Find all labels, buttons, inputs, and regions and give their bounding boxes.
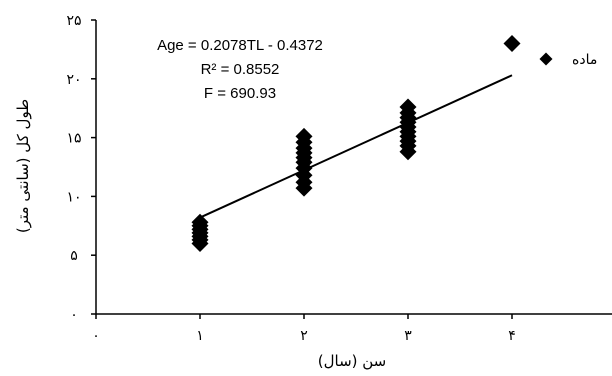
- legend-marker: [539, 52, 553, 66]
- legend: ماده: [572, 52, 597, 68]
- data-point: [295, 127, 313, 145]
- trend-line: [199, 74, 513, 219]
- x-tick-label: ۳: [404, 328, 412, 344]
- y-tick-label: ۰: [70, 307, 78, 323]
- data-point: [399, 98, 417, 116]
- x-tick-label: ۲: [300, 328, 308, 344]
- y-axis-title: طول کل (سانتی متر): [14, 99, 32, 233]
- equation-annotation: Age = 0.2078TL - 0.4372: [157, 37, 323, 54]
- x-tick-label: ۴: [508, 328, 516, 344]
- x-tick-label: ۱: [196, 328, 204, 344]
- y-tick-label: ۲۵: [66, 13, 81, 29]
- y-tick-label: ۱۰: [66, 189, 81, 205]
- data-point: [503, 35, 521, 53]
- f-statistic-annotation: F = 690.93: [204, 85, 276, 102]
- r-squared-annotation: R² = 0.8552: [201, 61, 280, 78]
- x-tick-label: ۰: [92, 328, 100, 344]
- x-axis-title: سن (سال): [318, 352, 387, 370]
- legend-label: ماده: [572, 52, 597, 68]
- y-tick-label: ۵: [70, 248, 78, 264]
- y-tick-label: ۲۰: [66, 72, 81, 88]
- data-point: [191, 213, 209, 231]
- annotation-block: Age = 0.2078TL - 0.4372 R² = 0.8552 F = …: [157, 37, 323, 102]
- y-tick-label: ۱۵: [66, 131, 81, 147]
